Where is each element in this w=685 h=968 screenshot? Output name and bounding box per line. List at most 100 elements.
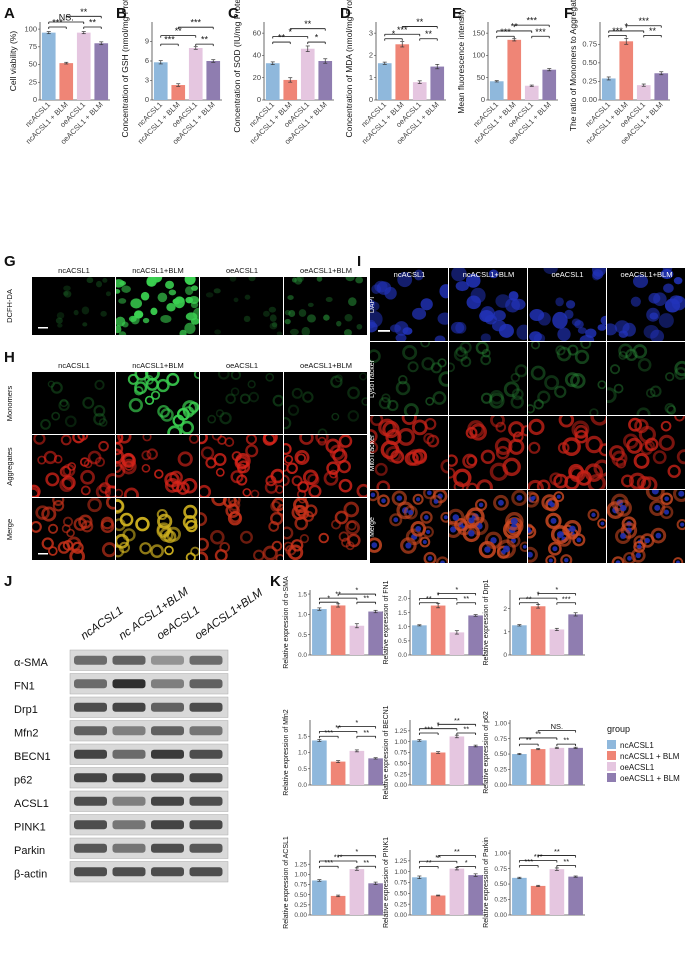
panel-i-column-label: ncACSL1+BLM bbox=[463, 270, 515, 279]
cell bbox=[179, 329, 187, 335]
cell bbox=[378, 396, 392, 410]
cell bbox=[557, 327, 571, 341]
panel-i-image bbox=[449, 490, 527, 563]
cell bbox=[163, 530, 177, 544]
cell bbox=[630, 296, 641, 307]
cell bbox=[370, 298, 376, 309]
cell bbox=[225, 393, 236, 405]
cell bbox=[410, 521, 427, 537]
panel-i-image bbox=[607, 416, 685, 489]
y-tick-label: 0.00 bbox=[494, 912, 507, 919]
cell bbox=[645, 437, 659, 452]
y-tick-label: 0.75 bbox=[394, 880, 407, 887]
cell bbox=[288, 309, 296, 318]
cell bbox=[528, 441, 541, 454]
sig-label: ** bbox=[554, 847, 560, 856]
cell bbox=[528, 525, 537, 539]
cell bbox=[382, 420, 400, 439]
cell bbox=[297, 277, 304, 282]
panel-letter-B: B bbox=[116, 5, 127, 22]
y-axis-label: Relative expression of BECN1 bbox=[383, 705, 390, 799]
cell bbox=[430, 362, 442, 374]
cell bbox=[102, 278, 108, 283]
tile-background bbox=[200, 372, 283, 434]
y-tick-label: 9 bbox=[145, 37, 149, 46]
cell-core bbox=[548, 558, 553, 563]
cell bbox=[396, 501, 415, 520]
bar bbox=[468, 615, 483, 655]
cell bbox=[144, 395, 155, 406]
y-axis-label: Cell viability (%) bbox=[8, 31, 18, 92]
cell-core bbox=[422, 540, 427, 544]
cell bbox=[245, 435, 258, 445]
panel-i-column-label: oeACSL1+BLM bbox=[621, 259, 673, 268]
cell bbox=[370, 537, 383, 553]
cell bbox=[549, 472, 563, 486]
blot-band bbox=[112, 702, 146, 712]
panel-g-image bbox=[200, 277, 283, 335]
blot-band bbox=[151, 679, 184, 689]
blot-band bbox=[189, 773, 223, 783]
cell bbox=[330, 375, 343, 388]
cell bbox=[154, 469, 164, 479]
bar bbox=[312, 880, 327, 915]
cell-core bbox=[370, 492, 376, 498]
panel-j-protein-label: Drp1 bbox=[14, 704, 38, 716]
cell bbox=[215, 467, 225, 477]
cell bbox=[160, 408, 174, 422]
cell bbox=[660, 420, 672, 432]
cell bbox=[33, 435, 46, 445]
y-tick-label: 100 bbox=[24, 24, 37, 33]
panel-g-column-label: ncACSL1 bbox=[58, 266, 90, 275]
cell bbox=[98, 440, 109, 452]
cell bbox=[62, 291, 69, 296]
cell bbox=[421, 357, 435, 371]
y-tick-label: 0.50 bbox=[294, 892, 307, 899]
y-tick-label: 0.00 bbox=[394, 912, 407, 919]
cell bbox=[105, 498, 115, 510]
panel-i-image bbox=[370, 268, 448, 341]
cell-core bbox=[424, 515, 429, 520]
bar bbox=[507, 39, 522, 100]
cell bbox=[121, 285, 131, 293]
cell bbox=[291, 387, 303, 399]
y-tick-label: 0.00 bbox=[582, 95, 597, 104]
cell bbox=[652, 450, 667, 465]
cell bbox=[190, 301, 199, 309]
cell bbox=[265, 372, 275, 382]
cell bbox=[412, 307, 427, 320]
sig-label: * bbox=[355, 586, 358, 595]
cell bbox=[307, 314, 316, 323]
y-tick-label: 1.5 bbox=[298, 591, 307, 598]
bar bbox=[549, 869, 565, 915]
panel-letter-A: A bbox=[4, 5, 15, 22]
blot-strip bbox=[69, 837, 229, 859]
panel-h-image bbox=[32, 498, 115, 560]
blot-band bbox=[74, 679, 107, 689]
cell bbox=[505, 298, 521, 313]
cell bbox=[83, 459, 93, 469]
cell bbox=[128, 315, 137, 323]
panel-g-column-label: oeACSL1 bbox=[226, 266, 258, 275]
cell bbox=[119, 280, 127, 286]
cell bbox=[275, 554, 283, 560]
cell bbox=[250, 489, 260, 497]
cell-core bbox=[664, 496, 670, 502]
blot-band bbox=[112, 655, 146, 665]
cell bbox=[133, 310, 144, 319]
legend-swatch bbox=[607, 740, 616, 749]
cell bbox=[284, 443, 292, 455]
sig-label: NS. bbox=[551, 722, 564, 731]
cell bbox=[570, 373, 586, 389]
cell bbox=[618, 350, 628, 360]
cell bbox=[650, 329, 665, 341]
cell bbox=[93, 412, 106, 426]
cell bbox=[116, 464, 126, 478]
y-axis-label: Relative expression of PINK1 bbox=[383, 837, 390, 928]
sig-label: * bbox=[355, 718, 358, 727]
cell bbox=[82, 396, 95, 409]
chart-K2: 0.0 0.5 1.0 1.5 2.0 Relative expression of FN… bbox=[383, 580, 485, 665]
cell bbox=[440, 459, 448, 474]
y-tick-label: 0.25 bbox=[582, 77, 597, 86]
